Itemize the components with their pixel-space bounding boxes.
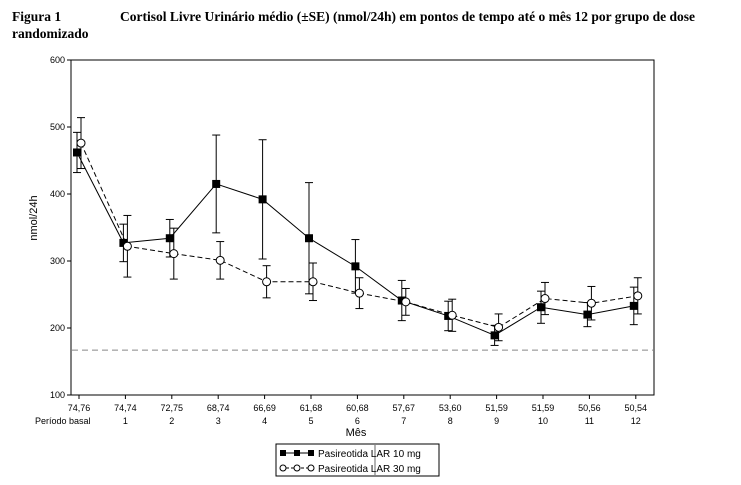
x-count-label: 60,68 <box>346 403 369 413</box>
data-point <box>215 255 225 265</box>
series-1 <box>73 131 638 346</box>
y-axis-title: nmol/24h <box>28 195 40 240</box>
x-count-label: 51,59 <box>532 403 555 413</box>
plot-area <box>70 59 655 396</box>
y-tick-label: 400 <box>50 189 65 199</box>
x-count-label: 50,54 <box>625 403 648 413</box>
data-point <box>354 288 364 298</box>
series-layer <box>73 117 643 346</box>
legend-marker <box>308 450 314 456</box>
x-count-label: 74,76 <box>68 403 91 413</box>
x-tick-label: 5 <box>308 416 313 426</box>
legend-marker <box>280 450 286 456</box>
data-point <box>262 277 272 287</box>
legend-box <box>275 443 440 477</box>
legend-label: Pasireotida LAR 10 mg <box>318 449 421 460</box>
data-point <box>629 301 638 310</box>
data-point <box>258 195 267 204</box>
data-point <box>76 138 86 148</box>
data-point <box>537 303 545 312</box>
data-point <box>212 179 221 188</box>
x-tick-label: 10 <box>538 416 548 426</box>
data-point <box>633 291 643 301</box>
y-tick-label: 500 <box>50 122 65 132</box>
x-tick-label: 2 <box>169 416 174 426</box>
figure-label: Figura 1 <box>12 9 62 24</box>
y-tick-label: 100 <box>50 390 65 400</box>
data-point <box>122 241 132 251</box>
x-tick-label: 6 <box>355 416 360 426</box>
x-count-label: 51,59 <box>485 403 508 413</box>
data-point <box>447 310 457 320</box>
x-tick-label: 11 <box>585 416 594 426</box>
figure-caption: Figura 1 Cortisol Livre Urinário médio (±… <box>12 8 734 42</box>
data-point <box>586 298 596 308</box>
y-tick-label: 300 <box>50 256 65 266</box>
x-tick-label: 4 <box>262 416 267 426</box>
series-2 <box>76 117 643 342</box>
legend-marker <box>307 464 315 472</box>
x-tick-label: 9 <box>494 416 499 426</box>
legend-marker <box>293 464 301 472</box>
y-tick-label: 600 <box>50 55 65 65</box>
x-count-label: 66,69 <box>253 403 276 413</box>
legend-marker <box>294 450 300 456</box>
x-tick-label: 12 <box>631 416 641 426</box>
data-point <box>401 297 411 307</box>
x-count-label: 68,74 <box>207 403 230 413</box>
data-point <box>305 234 313 243</box>
data-point <box>169 249 179 259</box>
x-axis-title: Mês <box>346 427 367 439</box>
x-tick-label: 3 <box>216 416 221 426</box>
data-point <box>73 148 81 157</box>
data-point <box>119 238 128 247</box>
data-point <box>490 331 499 340</box>
x-count-label: 50,56 <box>578 403 601 413</box>
x-count-label: 61,68 <box>300 403 323 413</box>
x-tick-label: 1 <box>123 416 128 426</box>
legend: Pasireotida LAR 10 mg Pasireotida LAR 30 … <box>275 443 440 477</box>
data-point <box>494 322 504 332</box>
x-count-label: 57,67 <box>393 403 416 413</box>
y-axis: 100 200 300 400 500 600 <box>50 55 71 400</box>
y-tick-label: 200 <box>50 323 65 333</box>
x-tick-label: Período basal <box>35 416 91 426</box>
x-count-label: 53,60 <box>439 403 462 413</box>
data-point <box>540 294 550 304</box>
data-point <box>583 310 592 319</box>
x-axis: 74,76 Período basal 74,74 1 72,75 2 68,74 3 66,6… <box>35 395 647 426</box>
legend-label: Pasireotida LAR 30 mg <box>318 464 421 475</box>
legend-marker <box>279 464 287 472</box>
x-tick-label: 8 <box>448 416 453 426</box>
x-tick-label: 7 <box>401 416 406 426</box>
data-point <box>351 262 360 271</box>
data-point <box>308 277 318 287</box>
x-count-label: 72,75 <box>161 403 184 413</box>
x-count-label: 74,74 <box>114 403 137 413</box>
data-point <box>165 234 174 243</box>
figure-title: Cortisol Livre Urinário médio (±SE) (nmo… <box>12 9 696 41</box>
